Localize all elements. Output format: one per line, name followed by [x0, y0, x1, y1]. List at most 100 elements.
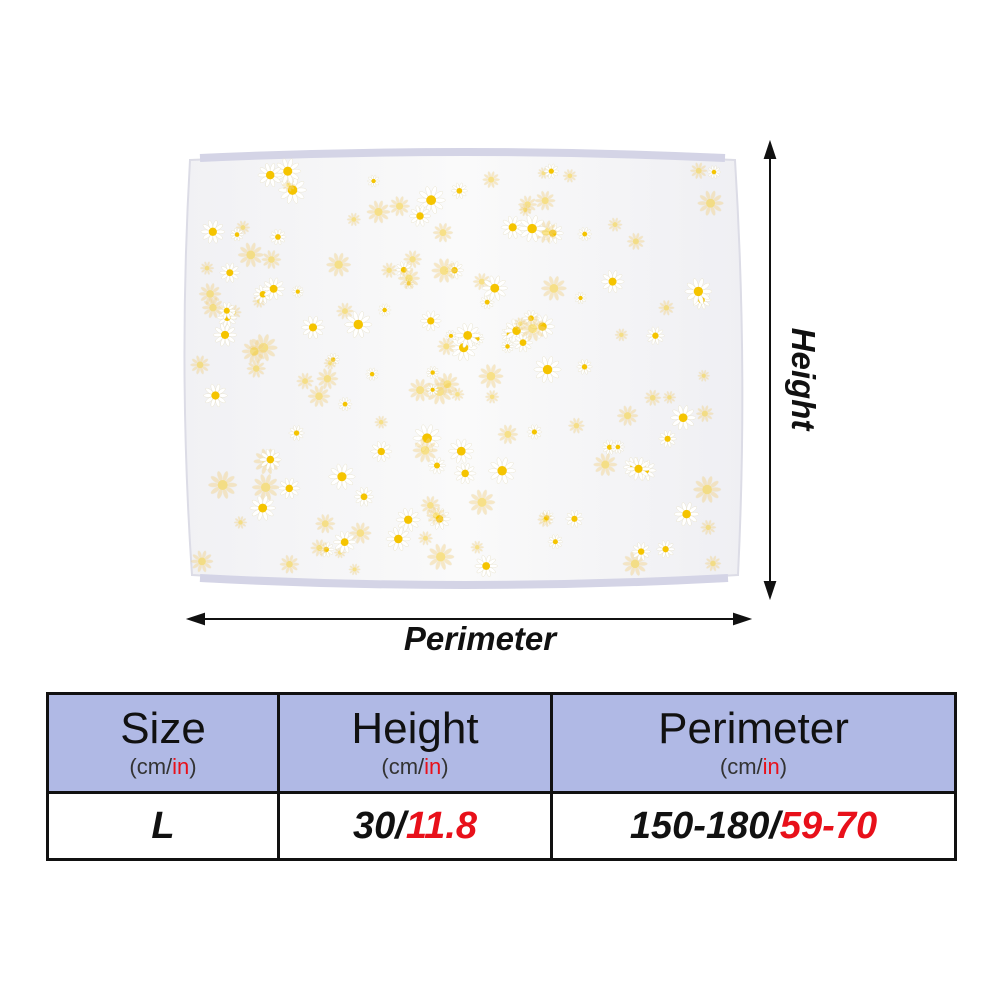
size-table: Size (cm/in) Height (cm/in) Perimeter (c…: [46, 692, 957, 861]
daisy-icon: [670, 405, 697, 430]
daisy-icon: [600, 270, 625, 293]
fabric-body: [183, 153, 744, 585]
daisy-icon: [251, 474, 280, 501]
daisy-icon: [315, 514, 336, 534]
daisy-icon: [644, 389, 662, 406]
daisy-icon: [444, 330, 458, 342]
daisy-icon: [707, 165, 721, 179]
daisy-icon: [470, 540, 485, 554]
daisy-icon: [426, 506, 447, 525]
header-size: Size (cm/in): [46, 692, 280, 794]
daisy-icon: [454, 323, 481, 348]
daisy-tube-product-image: [183, 139, 777, 626]
daisy-icon: [426, 366, 440, 379]
daisy-icon: [543, 163, 560, 179]
daisy-icon: [497, 424, 519, 445]
daisy-icon: [316, 368, 339, 390]
daisy-icon: [704, 555, 722, 572]
daisy-icon: [658, 300, 675, 316]
daisy-pattern: [190, 158, 724, 577]
table-row: L 30/11.8 150-180/59-70: [46, 791, 957, 861]
daisy-icon: [354, 487, 375, 507]
daisy-icon: [488, 457, 517, 484]
daisy-icon: [420, 495, 441, 515]
perimeter-value: 150-180/59-70: [550, 791, 957, 861]
daisy-icon: [697, 190, 724, 216]
daisy-icon: [233, 516, 248, 529]
daisy-icon: [278, 477, 301, 499]
daisy-icon: [344, 311, 373, 338]
daisy-icon: [418, 531, 433, 546]
daisy-icon: [684, 278, 713, 305]
daisy-icon: [450, 387, 465, 402]
daisy-icon: [397, 267, 421, 289]
daisy-icon: [365, 367, 379, 381]
daisy-icon: [262, 277, 286, 300]
daisy-icon: [348, 563, 361, 576]
daisy-icon: [412, 424, 442, 452]
daisy-icon: [454, 462, 477, 484]
daisy-icon: [577, 227, 592, 241]
daisy-icon: [540, 275, 567, 301]
daisy-icon: [213, 323, 237, 347]
daisy-icon: [500, 215, 525, 239]
daisy-icon: [547, 534, 563, 550]
daisy-icon: [479, 295, 495, 310]
daisy-icon: [374, 415, 388, 429]
daisy-icon: [200, 220, 225, 244]
daisy-icon: [300, 315, 325, 339]
daisy-icon: [323, 356, 337, 370]
daisy-icon: [246, 359, 266, 378]
daisy-icon: [199, 261, 215, 275]
daisy-icon: [626, 457, 651, 481]
daisy-icon: [431, 258, 457, 283]
header-perimeter: Perimeter (cm/in): [550, 692, 957, 794]
daisy-icon: [533, 356, 562, 383]
daisy-icon: [241, 339, 267, 364]
daisy-icon: [403, 250, 422, 269]
daisy-icon: [190, 355, 211, 375]
daisy-icon: [674, 502, 700, 527]
daisy-icon: [346, 212, 361, 227]
daisy-icon: [474, 554, 498, 577]
daisy-icon: [626, 232, 645, 250]
daisy-icon: [437, 337, 456, 356]
daisy-icon: [426, 543, 455, 570]
daisy-icon: [420, 310, 442, 332]
top-elastic-band: [199, 148, 726, 162]
daisy-icon: [662, 390, 677, 404]
height-label: Height: [785, 327, 822, 431]
daisy-icon: [249, 334, 278, 362]
daisy-icon: [328, 463, 356, 490]
daisy-icon: [445, 261, 465, 280]
daisy-icon: [385, 526, 411, 551]
daisy-icon: [208, 471, 238, 499]
daisy-icon: [370, 441, 393, 462]
bottom-elastic-band: [199, 574, 729, 589]
daisy-icon: [288, 425, 305, 441]
daisy-icon: [349, 522, 372, 544]
daisy-icon: [428, 508, 451, 530]
daisy-icon: [593, 453, 618, 477]
daisy-icon: [503, 318, 530, 343]
daisy-icon: [435, 372, 460, 396]
daisy-icon: [326, 252, 352, 277]
daisy-icon: [310, 539, 329, 557]
daisy-icon: [203, 383, 228, 408]
daisy-icon: [279, 554, 300, 574]
daisy-icon: [695, 405, 714, 423]
daisy-icon: [278, 176, 307, 204]
daisy-icon: [500, 339, 515, 353]
daisy-icon: [658, 430, 677, 448]
height-value: 30/11.8: [277, 791, 553, 861]
daisy-icon: [337, 397, 353, 411]
daisy-icon: [432, 222, 454, 243]
daisy-icon: [468, 489, 496, 516]
table-header-row: Size (cm/in) Height (cm/in) Perimeter (c…: [46, 692, 957, 794]
daisy-icon: [526, 424, 543, 440]
daisy-icon: [574, 292, 587, 304]
daisy-icon: [565, 510, 584, 528]
daisy-icon: [395, 261, 413, 279]
daisy-icon: [529, 314, 555, 339]
daisy-icon: [257, 163, 283, 188]
